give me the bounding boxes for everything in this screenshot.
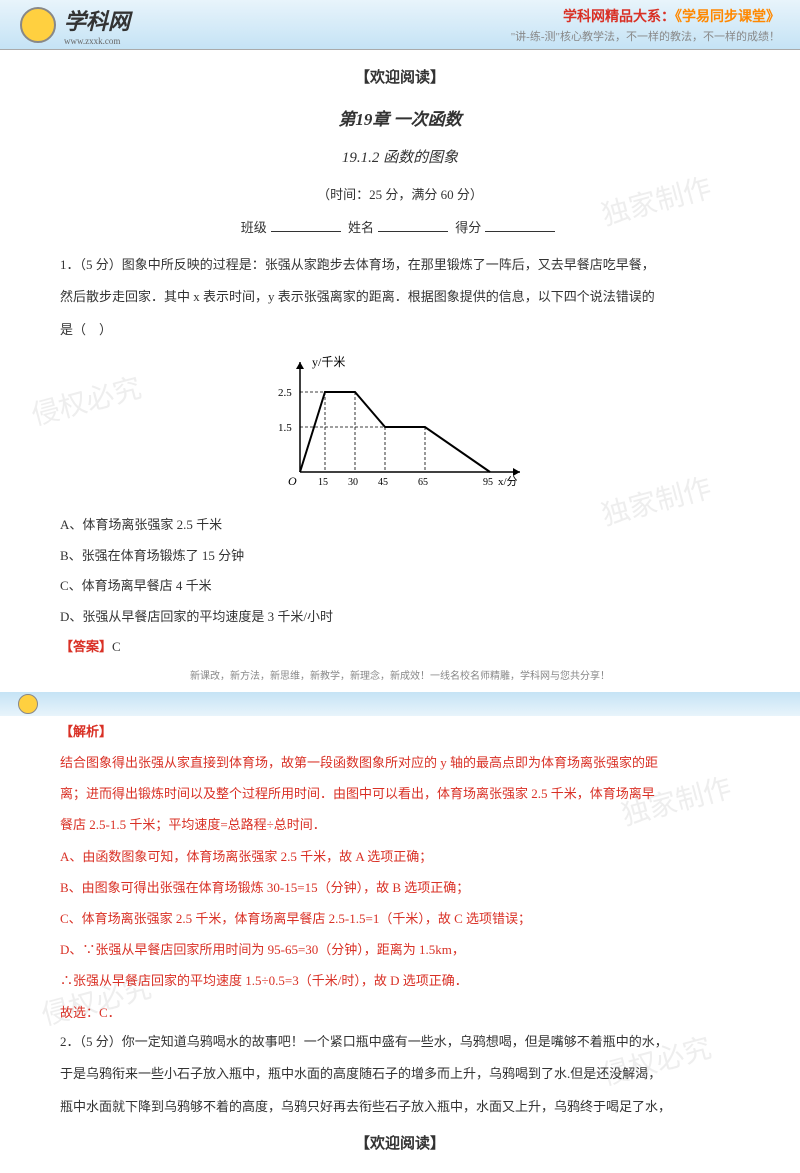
- analysis-d: D、∵张强从早餐店回家所用时间为 95-65=30（分钟），距离为 1.5km，: [60, 934, 740, 965]
- owl-logo-icon: [20, 7, 56, 43]
- graph-container: y/千米 2.5 1.5 O 15 30 45 65 95 x/分: [60, 352, 740, 503]
- student-info-row: 班级 姓名 得分: [60, 214, 740, 243]
- document-content: 【欢迎阅读】 第19章 一次函数 19.1.2 函数的图象 （时间：25 分，满…: [0, 50, 800, 1173]
- svg-text:1.5: 1.5: [278, 422, 292, 434]
- analysis-d2: ∴张强从早餐店回家的平均速度 1.5÷0.5=3（千米/时），故 D 选项正确．: [60, 965, 740, 996]
- welcome-footer: 【欢迎阅读】: [60, 1128, 740, 1161]
- header-series-title: 学科网精品大系：《学易同步课堂》: [511, 6, 780, 26]
- svg-text:45: 45: [378, 477, 388, 488]
- analysis-p1: 结合图象得出张强从家直接到体育场，故第一段函数图象所对应的 y 轴的最高点即为体…: [60, 747, 740, 778]
- analysis-a: A、由函数图象可知，体育场离张强家 2.5 千米，故 A 选项正确；: [60, 841, 740, 872]
- logo-section: 学科网 www.zxxk.com: [20, 4, 130, 46]
- q1-option-c: C、体育场离早餐店 4 千米: [60, 572, 740, 601]
- svg-text:15: 15: [318, 477, 328, 488]
- q1-option-a: A、体育场离张强家 2.5 千米: [60, 511, 740, 540]
- header-right: 学科网精品大系：《学易同步课堂》 "讲-练-测"核心教学法，不一样的教法，不一样…: [511, 6, 780, 44]
- split-header-bar: [0, 692, 800, 716]
- header-bar: 学科网 www.zxxk.com 学科网精品大系：《学易同步课堂》 "讲-练-测…: [0, 0, 800, 50]
- analysis-c: C、体育场离张强家 2.5 千米，体育场离早餐店 2.5-1.5=1（千米），故…: [60, 903, 740, 934]
- svg-text:30: 30: [348, 477, 358, 488]
- svg-text:95: 95: [483, 477, 493, 488]
- logo-url: www.zxxk.com: [64, 36, 130, 46]
- svg-text:O: O: [288, 474, 297, 488]
- analysis-label: 【解析】: [60, 716, 740, 747]
- distance-time-graph: y/千米 2.5 1.5 O 15 30 45 65 95 x/分: [270, 352, 530, 492]
- footer-promo-note: 新课改，新方法，新思维，新教学，新理念，新成效！一线名校名师精雕，学科网与您共分…: [60, 666, 740, 688]
- svg-text:2.5: 2.5: [278, 387, 292, 399]
- q2-stem-line2: 于是乌鸦衔来一些小石子放入瓶中，瓶中水面的高度随石子的增多而上升，乌鸦喝到了水.…: [60, 1060, 740, 1089]
- welcome-heading: 【欢迎阅读】: [60, 62, 740, 95]
- svg-text:65: 65: [418, 477, 428, 488]
- analysis-b: B、由图象可得出张强在体育场锻炼 30-15=15（分钟），故 B 选项正确；: [60, 872, 740, 903]
- q1-stem-line2: 然后散步走回家．其中 x 表示时间，y 表示张强离家的距离．根据图象提供的信息，…: [60, 283, 740, 312]
- svg-text:x/分: x/分: [498, 475, 518, 488]
- q1-stem-line1: 1．（5 分）图象中所反映的过程是：张强从家跑步去体育场，在那里锻炼了一阵后，又…: [60, 251, 740, 280]
- q1-answer: 【答案】C: [60, 633, 740, 662]
- logo-main-text: 学科网: [64, 4, 130, 36]
- analysis-block: 【解析】 结合图象得出张强从家直接到体育场，故第一段函数图象所对应的 y 轴的最…: [60, 716, 740, 1028]
- time-info: （时间：25 分，满分 60 分）: [60, 181, 740, 210]
- chapter-title: 第19章 一次函数: [60, 101, 740, 138]
- analysis-p3: 餐店 2.5-1.5 千米；平均速度=总路程÷总时间．: [60, 809, 740, 840]
- small-owl-logo-icon: [18, 694, 38, 714]
- q1-option-b: B、张强在体育场锻炼了 15 分钟: [60, 542, 740, 571]
- analysis-p2: 离；进而得出锻炼时间以及整个过程所用时间．由图中可以看出，体育场离张强家 2.5…: [60, 778, 740, 809]
- q2-stem-line3: 瓶中水面就下降到乌鸦够不着的高度，乌鸦只好再去衔些石子放入瓶中，水面又上升，乌鸦…: [60, 1093, 740, 1122]
- q2-stem-line1: 2．（5 分）你一定知道乌鸦喝水的故事吧！一个紧口瓶中盛有一些水，乌鸦想喝，但是…: [60, 1028, 740, 1057]
- ylabel: y/千米: [312, 355, 345, 369]
- q1-stem-line3: 是（ ）: [60, 316, 740, 345]
- section-title: 19.1.2 函数的图象: [60, 142, 740, 175]
- analysis-conclusion: 故选：C．: [60, 997, 740, 1028]
- q1-option-d: D、张强从早餐店回家的平均速度是 3 千米/小时: [60, 603, 740, 632]
- header-slogan: "讲-练-测"核心教学法，不一样的教法，不一样的成绩！: [511, 28, 780, 44]
